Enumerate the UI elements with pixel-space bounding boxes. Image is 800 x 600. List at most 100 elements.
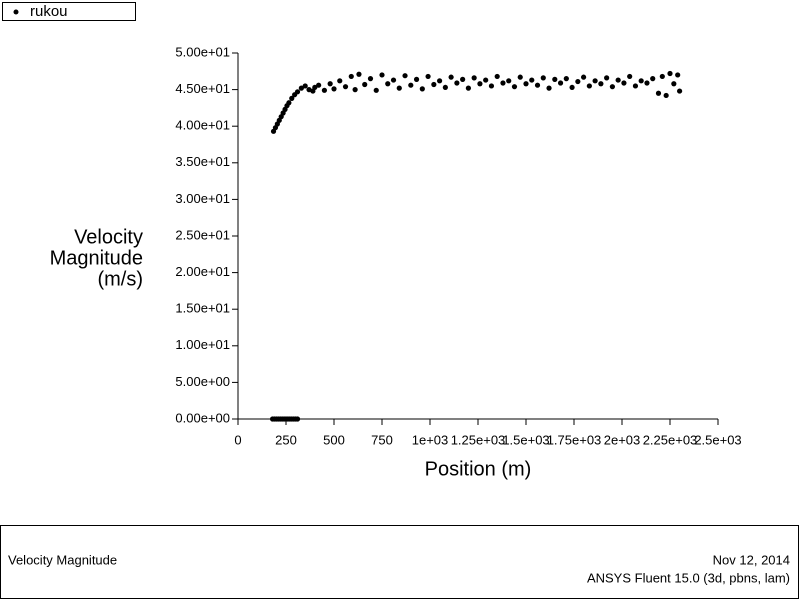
point xyxy=(604,75,610,81)
point xyxy=(302,83,308,89)
point xyxy=(675,72,681,78)
point xyxy=(289,95,295,101)
point xyxy=(659,73,665,80)
point xyxy=(348,73,354,80)
point xyxy=(448,74,454,80)
point xyxy=(540,75,546,81)
x-tick-label: 1e+03 xyxy=(412,432,449,447)
y-tick-label: 1.50e+01 xyxy=(175,301,230,316)
point xyxy=(644,80,650,86)
point xyxy=(321,87,327,93)
point xyxy=(454,80,460,86)
point xyxy=(650,76,656,82)
point xyxy=(557,80,564,86)
point xyxy=(500,80,506,86)
point xyxy=(385,81,391,87)
point xyxy=(316,82,322,88)
point xyxy=(465,85,471,91)
point xyxy=(390,77,397,83)
point xyxy=(337,78,343,84)
point xyxy=(342,84,349,90)
point xyxy=(294,416,301,422)
x-tick-label: 500 xyxy=(323,432,345,447)
y-axis-title: Magnitude xyxy=(50,247,143,269)
x-tick-label: 0 xyxy=(234,432,241,447)
point xyxy=(477,81,483,87)
footer-title: Velocity Magnitude xyxy=(8,552,117,567)
point xyxy=(563,76,569,82)
point xyxy=(327,81,333,87)
point xyxy=(419,86,425,92)
y-tick-label: 4.50e+01 xyxy=(175,81,230,96)
x-tick-label: 1.5e+03 xyxy=(502,432,549,447)
point xyxy=(506,78,512,84)
point xyxy=(331,86,337,92)
point xyxy=(523,81,529,87)
point xyxy=(488,83,495,89)
point xyxy=(552,76,558,82)
point xyxy=(396,85,402,91)
point xyxy=(615,77,621,83)
footer-date: Nov 12, 2014 xyxy=(713,552,790,567)
point xyxy=(286,100,292,106)
footer-box xyxy=(0,525,799,599)
point xyxy=(408,82,414,88)
point xyxy=(483,77,489,83)
point xyxy=(352,87,358,93)
x-tick-label: 250 xyxy=(275,432,297,447)
point xyxy=(471,75,477,81)
y-tick-label: 5.00e+01 xyxy=(175,44,230,59)
y-axis-title: (m/s) xyxy=(97,268,143,290)
point xyxy=(437,78,443,84)
point xyxy=(312,84,318,91)
point xyxy=(367,76,374,82)
point xyxy=(575,78,581,85)
y-tick-label: 2.50e+01 xyxy=(175,227,230,242)
point xyxy=(517,74,523,80)
y-axis-title: Velocity xyxy=(74,226,143,248)
point xyxy=(546,85,552,91)
point xyxy=(638,78,644,84)
x-tick-label: 1.25e+03 xyxy=(451,432,506,447)
point xyxy=(627,73,633,80)
point xyxy=(413,76,420,82)
point xyxy=(379,72,385,78)
y-tick-label: 3.50e+01 xyxy=(175,154,230,169)
y-tick-label: 4.00e+01 xyxy=(175,118,230,133)
point xyxy=(586,83,592,89)
y-tick-label: 5.00e+00 xyxy=(175,374,230,389)
point xyxy=(671,81,677,87)
point xyxy=(298,85,304,91)
legend-marker xyxy=(13,9,19,15)
point xyxy=(621,80,627,86)
point xyxy=(294,89,301,95)
x-tick-label: 2.5e+03 xyxy=(694,432,741,447)
x-tick-label: 2e+03 xyxy=(604,432,641,447)
point xyxy=(581,74,587,80)
point xyxy=(677,88,683,94)
point xyxy=(402,73,408,79)
point xyxy=(460,76,466,82)
point xyxy=(373,87,379,93)
point xyxy=(425,73,431,80)
point xyxy=(632,83,639,89)
y-tick-label: 3.00e+01 xyxy=(175,191,230,206)
footer-software: ANSYS Fluent 15.0 (3d, pbns, lam) xyxy=(587,570,790,585)
point xyxy=(511,84,518,90)
point xyxy=(356,71,362,77)
point xyxy=(655,90,662,96)
point xyxy=(667,70,673,77)
y-tick-label: 1.00e+01 xyxy=(175,337,230,352)
legend-box xyxy=(2,2,136,21)
point xyxy=(609,84,616,90)
point xyxy=(529,77,535,83)
y-tick-label: 0.00e+00 xyxy=(175,410,230,425)
point xyxy=(598,81,604,87)
point xyxy=(534,82,541,88)
point xyxy=(569,84,575,91)
point xyxy=(663,92,669,99)
x-tick-label: 1.75e+03 xyxy=(547,432,602,447)
point xyxy=(494,73,500,80)
